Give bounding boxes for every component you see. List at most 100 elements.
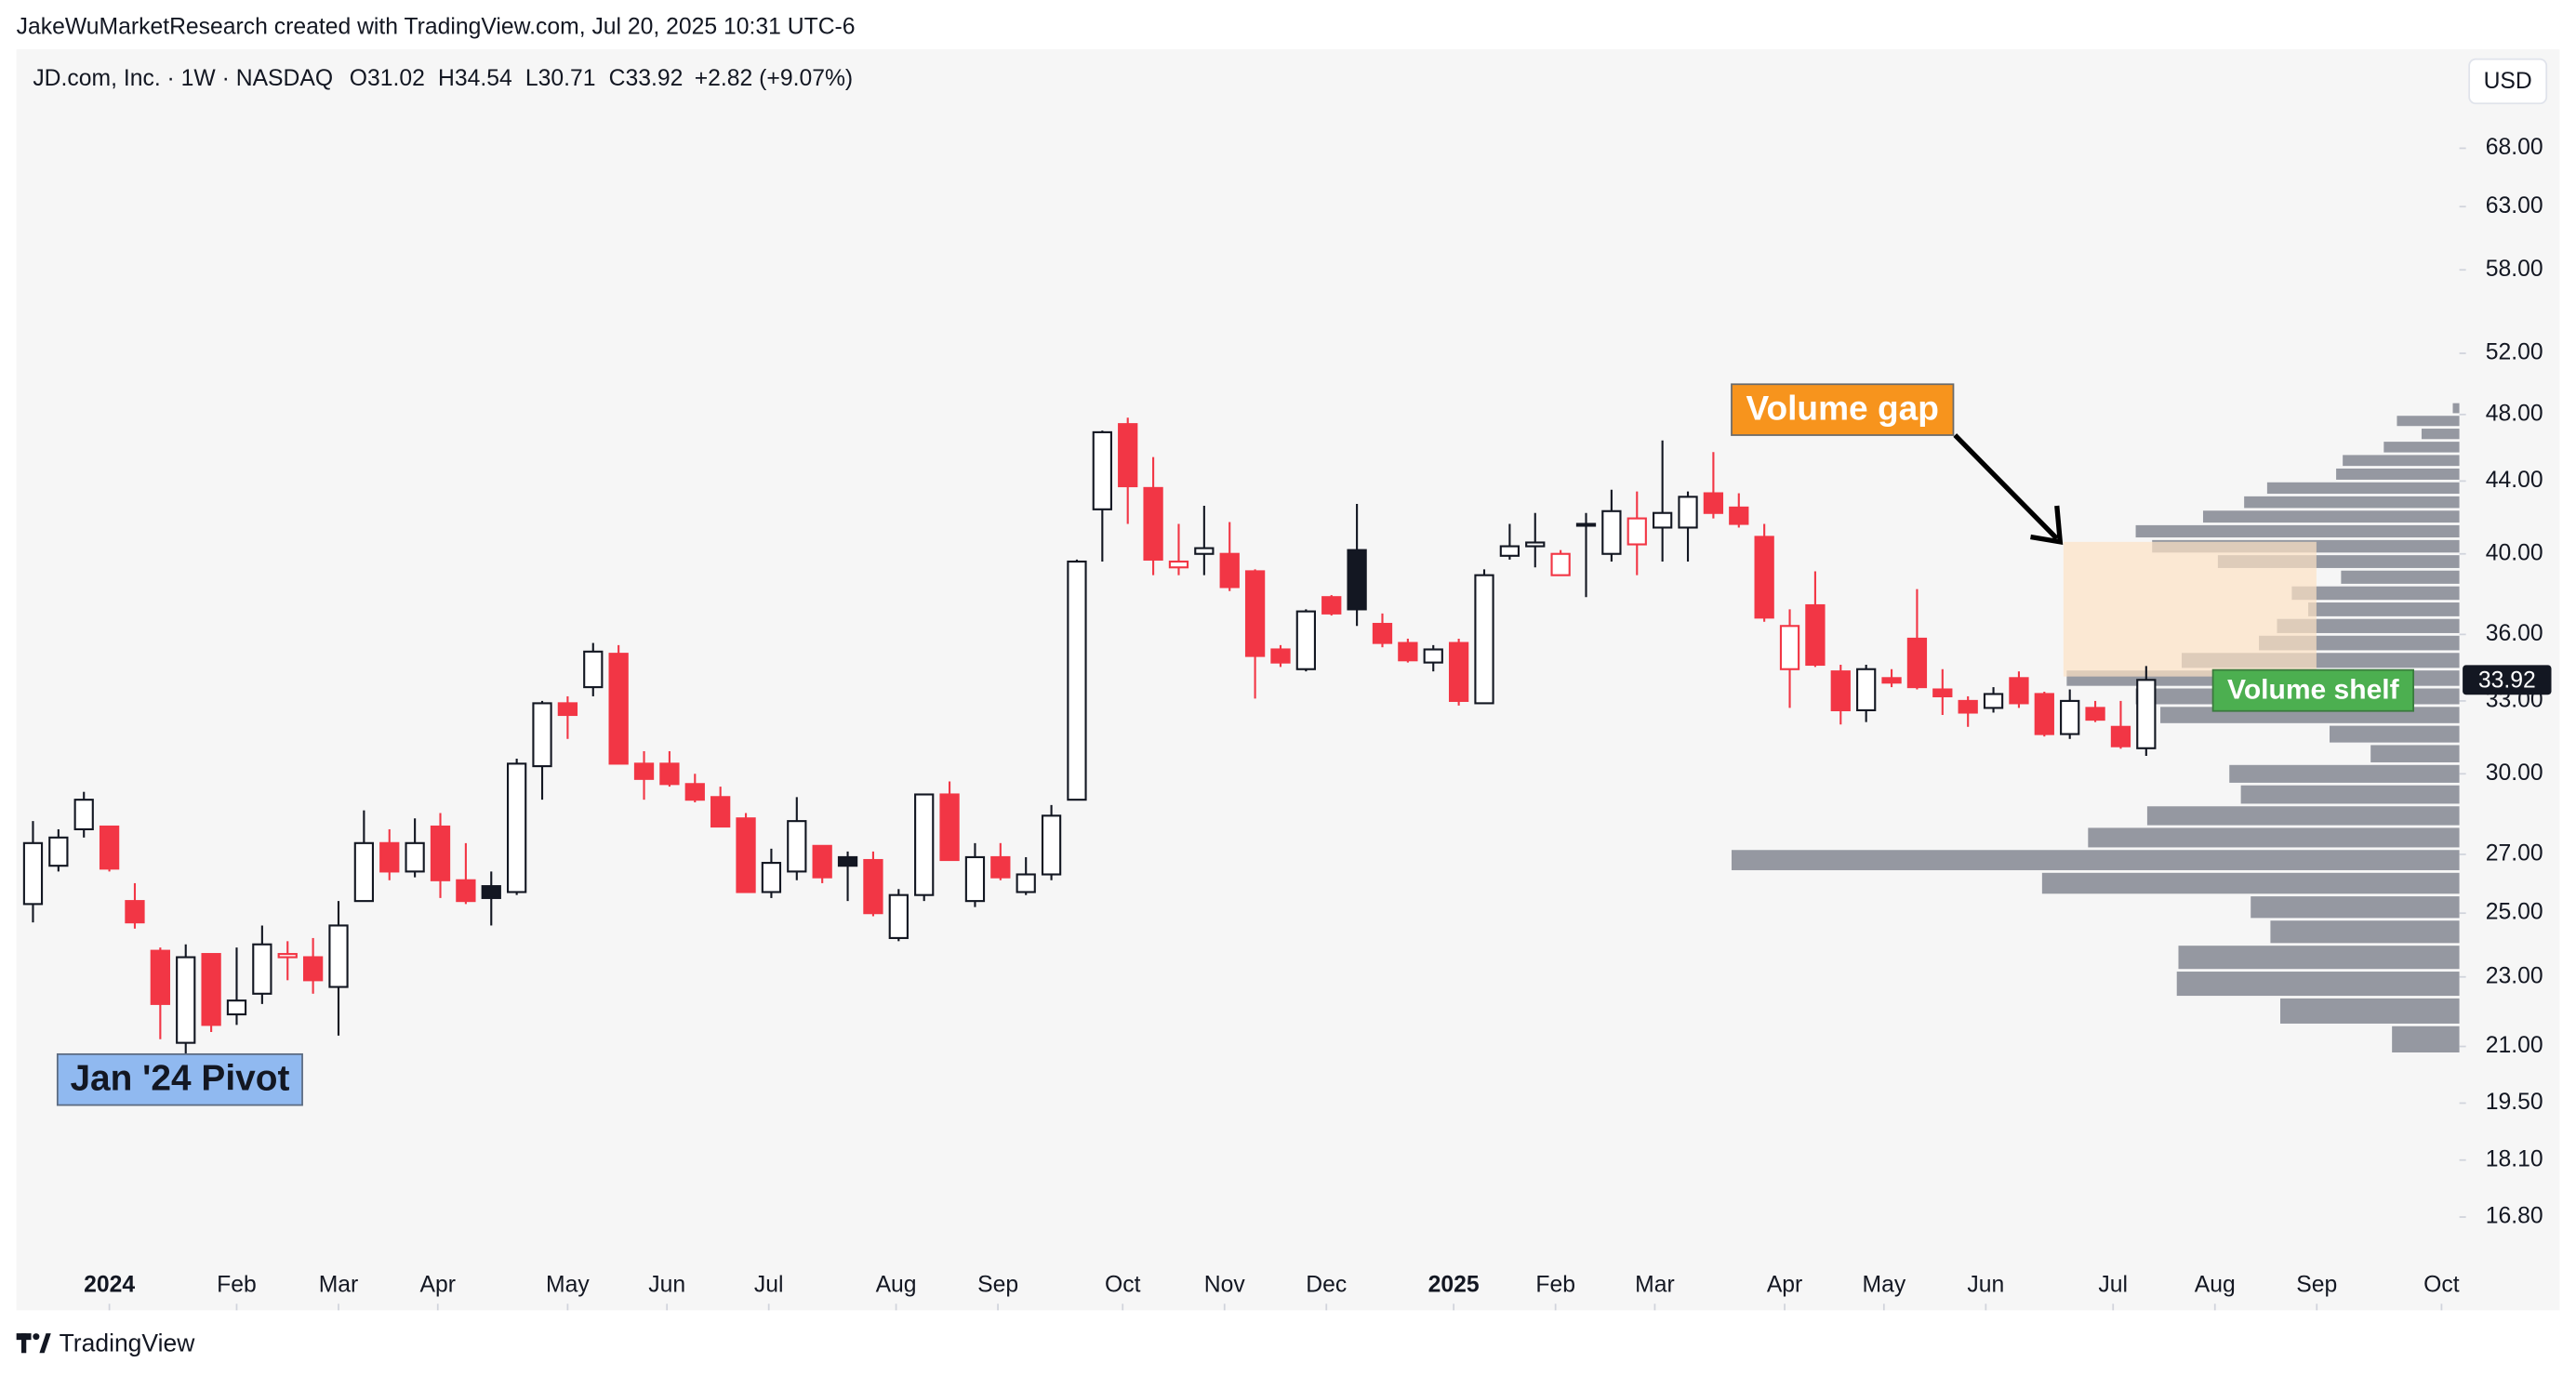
candle-body bbox=[532, 702, 552, 768]
candle-body bbox=[1754, 536, 1774, 619]
candle-body bbox=[226, 999, 247, 1016]
legend-value: 30.71 bbox=[538, 65, 596, 90]
candle-body bbox=[1499, 545, 1520, 557]
candle-body bbox=[736, 817, 756, 893]
x-tick-label: 2024 bbox=[84, 1272, 135, 1297]
y-tick-label: 30.00 bbox=[2486, 761, 2543, 786]
candle-body bbox=[812, 844, 832, 879]
currency[interactable]: USD bbox=[2484, 69, 2532, 94]
candle-body bbox=[1678, 496, 1698, 529]
profile-bar bbox=[2330, 725, 2460, 743]
profile-bar bbox=[2277, 618, 2460, 633]
x-tick-label: Jul bbox=[2098, 1272, 2128, 1297]
x-tick-label: Nov bbox=[1204, 1272, 1246, 1297]
candles bbox=[22, 417, 2157, 1054]
header: JakeWuMarketResearch created with Tradin… bbox=[17, 15, 856, 40]
candle-body bbox=[583, 650, 604, 689]
candle-body bbox=[481, 885, 501, 899]
legend-key: C bbox=[609, 65, 626, 90]
shelf-label: Volume shelf bbox=[2227, 674, 2400, 705]
candle-body bbox=[176, 956, 196, 1044]
legend-value: 31.02 bbox=[367, 65, 425, 90]
profile-bar bbox=[2251, 896, 2460, 919]
y-tick-label: 58.00 bbox=[2486, 257, 2543, 282]
candle-body bbox=[1067, 560, 1087, 801]
x-tick-label: Jul bbox=[754, 1272, 784, 1297]
x-tick-label: Jun bbox=[648, 1272, 685, 1297]
x-tick-label: 2025 bbox=[1428, 1272, 1480, 1297]
profile-bar bbox=[2343, 455, 2460, 467]
y-tick-label: 18.10 bbox=[2486, 1146, 2543, 1171]
profile-bar bbox=[1731, 850, 2460, 870]
candle-body bbox=[430, 825, 451, 881]
x-tick-label: Feb bbox=[1535, 1272, 1575, 1297]
profile-bar bbox=[2244, 496, 2460, 509]
candle-body bbox=[608, 653, 629, 765]
profile-bar bbox=[2240, 785, 2460, 804]
legend-value: 33.92 bbox=[626, 65, 684, 90]
candle-body bbox=[1448, 642, 1469, 702]
pivot-label: Jan '24 Pivot bbox=[70, 1058, 289, 1098]
profile-bar bbox=[2421, 429, 2460, 440]
candle-body bbox=[1372, 622, 1393, 644]
profile-bar bbox=[2370, 745, 2460, 762]
candle-body bbox=[837, 855, 858, 867]
candle-body bbox=[405, 841, 425, 873]
y-tick-label: 19.50 bbox=[2486, 1090, 2543, 1115]
x-tick-label: Apr bbox=[420, 1272, 456, 1297]
candle-body bbox=[1295, 610, 1316, 670]
x-tick-label: Aug bbox=[2195, 1272, 2236, 1297]
profile-bar bbox=[2088, 827, 2460, 848]
currency-box[interactable] bbox=[2468, 58, 2548, 105]
profile-bar bbox=[2280, 998, 2460, 1024]
x-tick-label: Dec bbox=[1306, 1272, 1347, 1297]
profile-bar bbox=[2341, 570, 2460, 584]
x-tick-label: Sep bbox=[2296, 1272, 2337, 1297]
candle-body bbox=[1729, 506, 1749, 525]
profile-bar bbox=[2229, 764, 2460, 783]
profile-bar bbox=[2202, 510, 2460, 523]
candle-body bbox=[99, 825, 120, 870]
candle-body bbox=[1983, 693, 2004, 709]
gap-zone bbox=[2063, 541, 2317, 677]
candle-body bbox=[2136, 679, 2157, 749]
profile-bar bbox=[2383, 442, 2460, 453]
candle-body bbox=[1575, 523, 1597, 527]
candle-body bbox=[1092, 430, 1112, 510]
candle-body bbox=[761, 862, 782, 893]
candle-body bbox=[1347, 549, 1367, 611]
candle-body bbox=[125, 900, 145, 924]
legend-value: 34.54 bbox=[455, 65, 512, 90]
candle-body bbox=[1830, 670, 1851, 711]
candle-body bbox=[456, 879, 476, 903]
candle-body bbox=[1932, 688, 1953, 698]
profile-bar bbox=[2397, 416, 2460, 427]
candle-body bbox=[990, 855, 1011, 879]
legend-key: O bbox=[350, 65, 367, 90]
profile-bar bbox=[2291, 586, 2460, 601]
candle-body bbox=[150, 949, 170, 1005]
profile-bar bbox=[2266, 482, 2460, 495]
candle-body bbox=[684, 783, 705, 801]
y-tick-label: 68.00 bbox=[2486, 135, 2543, 160]
candle-body bbox=[888, 893, 909, 939]
x-tick-label: Oct bbox=[2423, 1272, 2460, 1297]
legend-change: +2.82 (+9.07%) bbox=[695, 65, 853, 90]
gap-box bbox=[1731, 383, 1955, 436]
candle-body bbox=[48, 836, 69, 867]
y-tick-label: 23.00 bbox=[2486, 963, 2543, 988]
candle-body bbox=[22, 841, 44, 906]
candle-body bbox=[863, 858, 883, 915]
x-tick-label: Feb bbox=[217, 1272, 257, 1297]
candle-body bbox=[1270, 648, 1291, 664]
candle-body bbox=[1041, 814, 1062, 876]
arrow-head bbox=[2030, 505, 2064, 545]
profile-bar bbox=[2176, 972, 2460, 997]
price-tag-label: 33.92 bbox=[2478, 668, 2536, 694]
x-tick-label: Mar bbox=[319, 1272, 359, 1297]
y-tick-label: 16.80 bbox=[2486, 1204, 2543, 1229]
candle-body bbox=[1143, 486, 1163, 561]
candle-body bbox=[1219, 552, 1240, 589]
candle-body bbox=[1244, 570, 1266, 657]
